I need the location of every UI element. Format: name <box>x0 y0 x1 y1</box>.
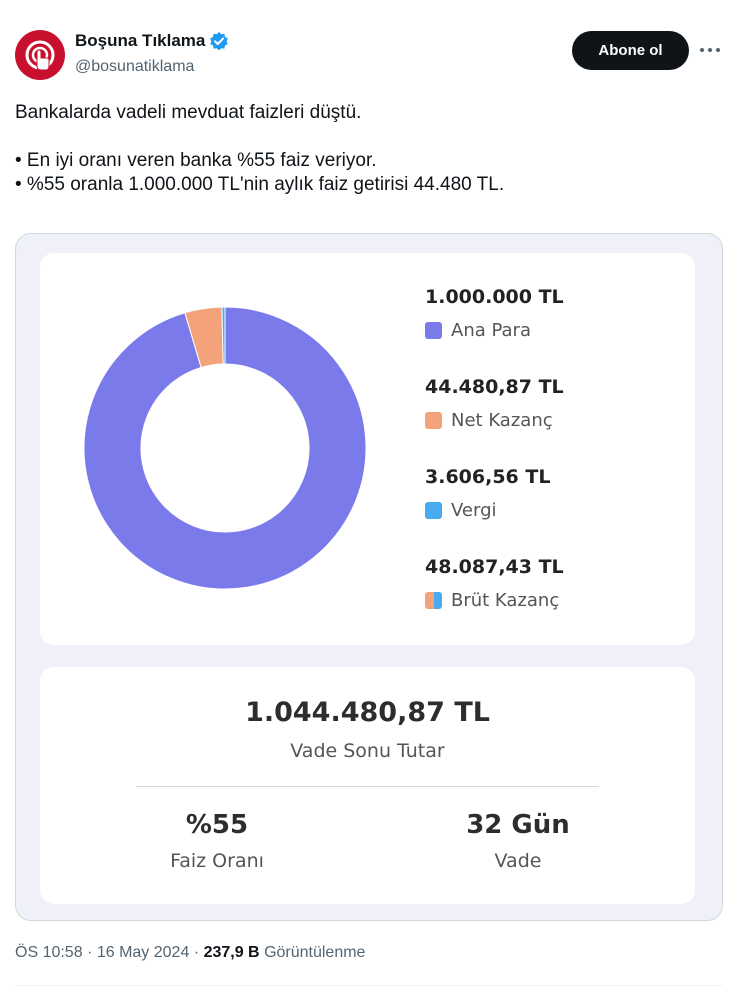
interest-rate-value: %55 <box>185 810 249 840</box>
donut-chart <box>83 306 367 590</box>
legend-label: Net Kazanç <box>451 410 553 431</box>
legend-value: 44.480,87 TL <box>425 376 564 398</box>
legend-swatch <box>425 592 442 609</box>
follow-button[interactable]: Abone ol <box>572 31 689 70</box>
term-value: 32 Gün <box>466 810 570 840</box>
tweet-media-image[interactable]: 1.000.000 TL Ana Para 44.480,87 TL Net K… <box>15 233 723 921</box>
legend-value: 1.000.000 TL <box>425 286 564 308</box>
tweet-meta: ÖS 10:58 · 16 May 2024 · 237,9 B Görüntü… <box>15 944 365 962</box>
avatar[interactable] <box>15 30 65 80</box>
tweet-time[interactable]: ÖS 10:58 <box>15 944 83 961</box>
author-display-name[interactable]: Boşuna Tıklama <box>75 31 206 50</box>
legend-value: 48.087,43 TL <box>425 556 564 578</box>
tweet-line: • En iyi oranı veren banka %55 faiz veri… <box>15 150 377 171</box>
maturity-label: Vade Sonu Tutar <box>290 740 445 762</box>
divider <box>15 985 723 986</box>
term-stat: 32 Gün Vade <box>418 810 618 872</box>
legend-label: Ana Para <box>451 320 531 341</box>
tweet-date[interactable]: 16 May 2024 <box>96 944 190 961</box>
summary-card: 1.044.480,87 TL Vade Sonu Tutar %55 Faiz… <box>40 667 695 904</box>
legend-swatch <box>425 322 442 339</box>
tap-hand-icon <box>25 40 55 71</box>
legend-label: Brüt Kazanç <box>451 590 560 611</box>
more-options-icon[interactable] <box>698 40 722 60</box>
tweet-line: Bankalarda vadeli mevduat faizleri düştü… <box>15 102 362 123</box>
divider <box>136 786 599 787</box>
interest-rate-stat: %55 Faiz Oranı <box>117 810 317 872</box>
verified-badge-icon <box>210 32 229 51</box>
maturity-amount: 1.044.480,87 TL <box>245 697 490 728</box>
author-handle[interactable]: @bosunatiklama <box>75 58 195 75</box>
meta-separator: · <box>189 944 204 961</box>
interest-rate-label: Faiz Oranı <box>170 850 264 872</box>
legend-swatch <box>425 412 442 429</box>
tweet-line <box>15 125 715 149</box>
legend-value: 3.606,56 TL <box>425 466 551 488</box>
legend-label: Vergi <box>451 500 497 521</box>
donut-slice-vergi <box>221 306 226 365</box>
view-count: 237,9 B <box>203 944 260 961</box>
chart-card: 1.000.000 TL Ana Para 44.480,87 TL Net K… <box>40 253 695 645</box>
author-name-line[interactable]: Boşuna Tıklama <box>75 31 229 51</box>
tweet-line: • %55 oranla 1.000.000 TL'nin aylık faiz… <box>15 174 505 195</box>
donut-slice-ana-para <box>83 306 367 590</box>
views-label: Görüntülenme <box>264 944 366 961</box>
meta-separator: · <box>82 944 97 961</box>
legend-swatch <box>425 502 442 519</box>
tweet-text: Bankalarda vadeli mevduat faizleri düştü… <box>15 101 715 197</box>
term-label: Vade <box>494 850 542 872</box>
